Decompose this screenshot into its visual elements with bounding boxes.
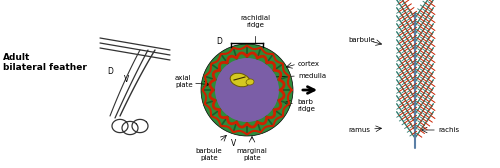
Circle shape [215,58,279,122]
Text: V: V [124,75,130,85]
Text: rachis: rachis [438,127,459,133]
Ellipse shape [230,73,250,87]
Text: cortex: cortex [298,61,320,67]
Text: bilateral feather: bilateral feather [3,64,87,73]
Text: ramus: ramus [348,127,370,133]
Text: D: D [107,67,113,75]
Text: Adult: Adult [3,53,30,62]
Text: D: D [216,36,222,46]
Circle shape [201,44,293,136]
Text: rachidial
ridge: rachidial ridge [240,15,270,28]
Text: barbule
plate: barbule plate [196,148,222,161]
Ellipse shape [246,79,254,85]
Text: V: V [232,138,236,148]
Text: barbule: barbule [348,37,374,43]
Text: axial
plate: axial plate [175,75,192,89]
Text: barb
ridge: barb ridge [297,98,315,112]
Text: marginal
plate: marginal plate [236,148,268,161]
Text: medulla: medulla [298,73,326,79]
